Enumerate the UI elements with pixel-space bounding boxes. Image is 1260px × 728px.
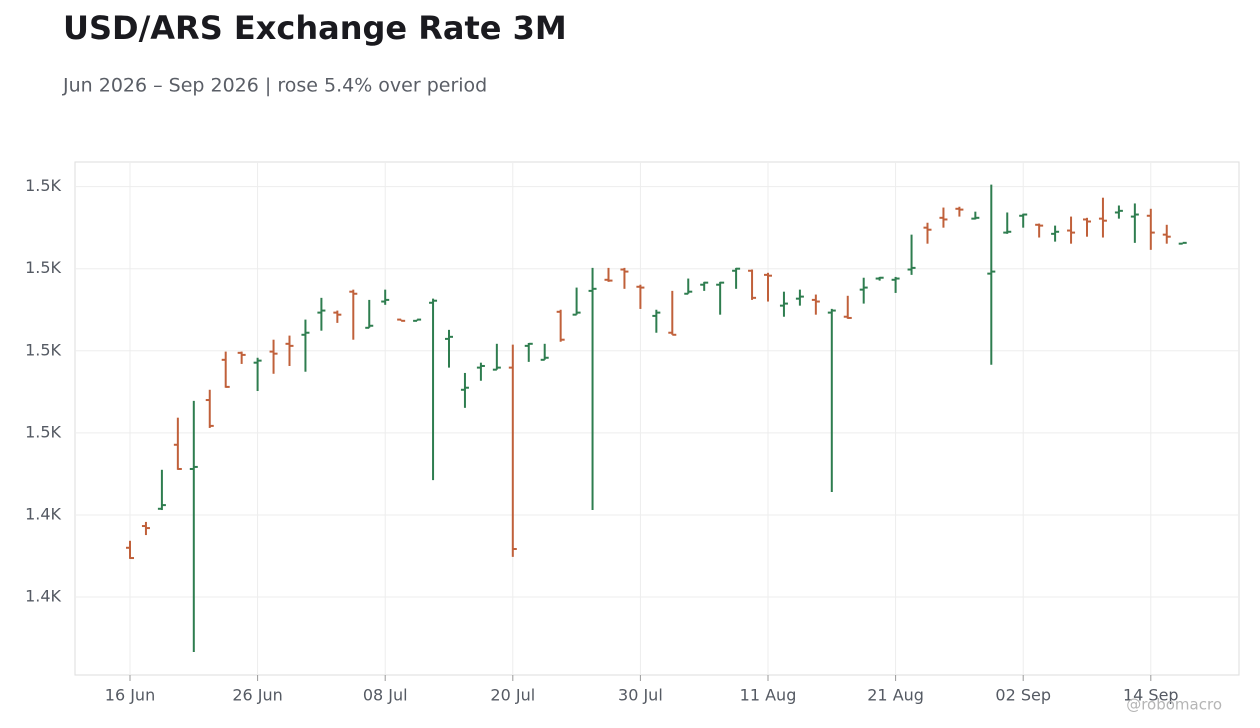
x-tick-label: 30 Jul (618, 686, 663, 705)
candle (748, 269, 757, 300)
candle (269, 339, 278, 374)
candle (827, 308, 836, 492)
candle (460, 372, 469, 408)
candle (668, 290, 677, 336)
y-tick-label: 1.5K (25, 422, 61, 441)
candle (253, 357, 262, 392)
candle (317, 297, 326, 331)
candle (524, 342, 533, 362)
candle (221, 351, 230, 388)
candle (205, 389, 214, 428)
x-tick-label: 02 Sep (995, 686, 1051, 705)
candle (476, 362, 485, 381)
chart-title: USD/ARS Exchange Rate 3M (63, 9, 567, 47)
candle (173, 417, 182, 470)
y-tick-label: 1.4K (25, 587, 61, 606)
candle (492, 343, 501, 371)
candle (588, 267, 597, 511)
candle (157, 469, 166, 511)
candle (700, 281, 709, 291)
candle (189, 400, 198, 653)
candle (413, 318, 422, 322)
y-tick-label: 1.5K (25, 258, 61, 277)
candle (333, 310, 342, 323)
candle (779, 291, 788, 317)
candle (939, 207, 948, 228)
candle (652, 309, 661, 333)
watermark: @robomacro (1126, 696, 1222, 714)
candle (987, 184, 996, 365)
candle (1003, 212, 1012, 234)
candle (301, 319, 310, 372)
candle (429, 298, 438, 481)
candle (1019, 213, 1028, 228)
x-tick-label: 26 Jun (232, 686, 282, 705)
candle (1146, 208, 1155, 250)
candle (971, 211, 980, 220)
candle (716, 281, 725, 315)
candle (1130, 203, 1139, 243)
candle (795, 289, 804, 306)
candle (1098, 197, 1107, 238)
chart-subtitle: Jun 2026 – Sep 2026 | rose 5.4% over per… (62, 75, 487, 97)
candle (843, 295, 852, 319)
x-tick-label: 08 Jul (363, 686, 408, 705)
candle (365, 299, 374, 329)
axis-labels: 1.5K 1.5K 1.5K 1.5K 1.4K 1.4K 16 Jun 26 Jun 08 J… (25, 176, 1179, 704)
candle (684, 278, 693, 295)
candle (540, 343, 549, 361)
candle (732, 267, 741, 289)
candle (907, 234, 916, 275)
candle (955, 206, 964, 217)
candle (126, 540, 134, 560)
x-tick-label: 16 Jun (105, 686, 155, 705)
candle (859, 277, 868, 304)
plot-frame (74, 161, 1240, 676)
candle (1178, 241, 1187, 245)
candle (349, 289, 358, 340)
x-tick-label: 11 Aug (740, 686, 797, 705)
candle (381, 289, 390, 305)
candle (636, 284, 645, 309)
candle (1162, 224, 1171, 244)
y-tick-label: 1.4K (25, 504, 61, 523)
grid (75, 162, 1239, 675)
candle (1035, 223, 1044, 238)
y-tick-label: 1.5K (25, 176, 61, 195)
candle (1083, 217, 1091, 237)
candle (1114, 205, 1123, 219)
candle (1067, 216, 1076, 244)
x-tick-label: 14 Sep (1123, 686, 1179, 705)
candle (891, 276, 900, 293)
candle (445, 329, 453, 368)
candle (875, 276, 884, 281)
candle (923, 222, 932, 244)
candle (811, 294, 820, 315)
candle (1051, 225, 1060, 242)
candle (620, 267, 629, 289)
candle (285, 335, 294, 366)
y-tick-label: 1.5K (25, 340, 61, 359)
candle (237, 351, 246, 364)
candle (508, 344, 517, 557)
candle (141, 521, 150, 536)
candle (604, 267, 613, 282)
x-tick-label: 21 Aug (867, 686, 924, 705)
candle (764, 272, 772, 302)
candle (572, 287, 581, 316)
candle (397, 318, 406, 322)
candle (556, 309, 565, 342)
candles (126, 184, 1187, 653)
x-tick-label: 20 Jul (490, 686, 535, 705)
